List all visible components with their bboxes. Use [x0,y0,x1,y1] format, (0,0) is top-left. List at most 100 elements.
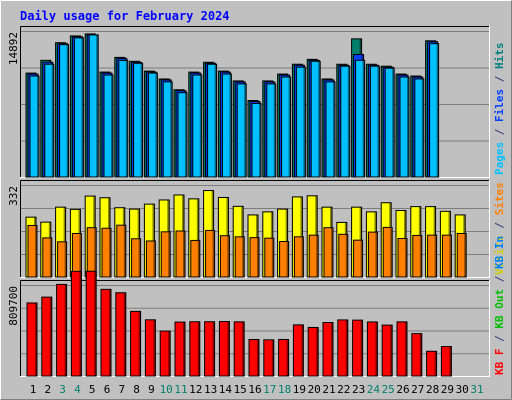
bar-sites-day-7 [116,224,127,278]
day-label: 4 [74,383,81,396]
bar-sites-day-29 [441,234,452,278]
bar-kb-f-day-24 [366,321,378,377]
day-label: 26 [396,383,409,396]
bar-kb-f-day-16 [248,338,260,377]
bar-sites-day-9 [145,240,156,278]
bar-pages-day-25 [384,67,395,178]
bar-kb-f-day-11 [174,321,186,377]
bar-pages-day-22 [340,65,351,178]
bar-pages-day-28 [429,43,440,178]
legend-entry: KB Out [493,289,506,329]
legend-entry: KB In [493,236,506,269]
day-label: 12 [189,383,202,396]
day-label: 18 [278,383,291,396]
bar-pages-day-10 [162,81,173,178]
bar-sites-day-27 [412,234,423,278]
bar-kb-f-day-18 [278,338,290,377]
day-label: 25 [382,383,395,396]
bar-sites-day-22 [338,233,349,278]
bar-pages-day-13 [207,63,218,178]
bar-pages-day-26 [399,76,410,178]
bar-sites-day-18 [279,241,290,278]
legend-entry: / [493,269,506,289]
bar-pages-day-3 [59,44,70,178]
day-label: 19 [293,383,306,396]
bar-pages-day-20 [310,60,321,178]
day-label: 7 [118,383,125,396]
bar-pages-day-21 [325,81,336,178]
bar-pages-day-2 [44,63,55,178]
bar-sites-day-13 [205,229,216,278]
bar-pages-day-23 [355,59,366,178]
legend-entry: / [493,215,506,235]
bar-sites-day-15 [234,236,245,278]
bar-kb-f-day-9 [144,319,156,377]
bar-sites-day-30 [456,232,467,278]
day-label: 8 [133,383,140,396]
bar-kb-f-day-15 [233,321,245,377]
legend-entry: / [493,329,506,349]
bar-kb-f-day-13 [204,321,216,377]
bar-sites-day-2 [42,237,53,278]
bar-kb-f-day-1 [26,302,38,377]
day-label: 5 [89,383,96,396]
y-max-label: 332 [7,186,20,206]
bar-sites-day-16 [249,237,260,278]
bar-sites-day-20 [308,234,319,278]
bar-kb-f-day-4 [70,270,82,377]
bar-kb-f-day-28 [426,350,438,377]
day-label: 15 [234,383,247,396]
bar-sites-day-21 [323,227,334,278]
bar-kb-f-day-12 [189,321,201,377]
bar-pages-day-27 [414,78,425,178]
legend-entry: Pages [493,142,506,175]
bar-kb-f-day-29 [440,346,452,377]
bar-pages-day-17 [266,83,277,178]
bar-pages-day-7 [118,59,129,178]
bar-kb-f-day-21 [322,322,334,377]
day-label: 3 [59,383,66,396]
day-label: 17 [263,383,276,396]
day-label: 9 [148,383,155,396]
bar-sites-day-3 [57,241,68,278]
day-label: 24 [367,383,381,396]
bar-pages-day-4 [73,37,84,178]
bar-kb-f-day-3 [56,283,68,377]
bar-sites-day-5 [86,227,97,278]
legend-hits-panel: Pages / Files / Hits [493,43,506,176]
bar-pages-day-8 [133,62,144,178]
day-label: 10 [160,383,173,396]
bar-kb-f-day-17 [263,339,275,377]
bar-pages-day-11 [177,92,188,178]
bar-pages-day-16 [251,102,262,178]
bar-sites-day-17 [264,237,275,278]
bar-pages-day-14 [221,73,232,178]
bar-kb-f-day-20 [307,326,319,377]
bar-pages-day-15 [236,83,247,178]
bar-kb-f-day-23 [352,319,364,377]
day-label: 20 [308,383,321,396]
bar-pages-day-1 [29,75,40,178]
y-max-label: 14892 [7,32,20,65]
legend-entry: / [493,69,506,89]
bar-sites-day-6 [101,227,112,278]
bar-kb-f-day-10 [159,330,171,377]
bar-sites-day-10 [160,231,171,278]
bar-kb-f-day-22 [337,319,349,377]
bar-sites-day-25 [382,226,393,278]
legend-entry: Sites [493,182,506,215]
bar-kb-f-day-6 [100,288,112,377]
day-label: 31 [470,383,483,396]
bar-sites-day-8 [131,238,142,278]
bar-sites-day-12 [190,239,201,278]
day-label: 14 [219,383,233,396]
bar-kb-f-day-14 [218,320,230,377]
day-label: 6 [104,383,111,396]
bar-sites-day-19 [293,236,304,278]
bar-pages-day-24 [369,65,380,178]
bar-sites-day-11 [175,230,186,278]
bar-sites-day-23 [353,239,364,278]
day-label: 21 [322,383,335,396]
bar-pages-day-12 [192,74,203,178]
